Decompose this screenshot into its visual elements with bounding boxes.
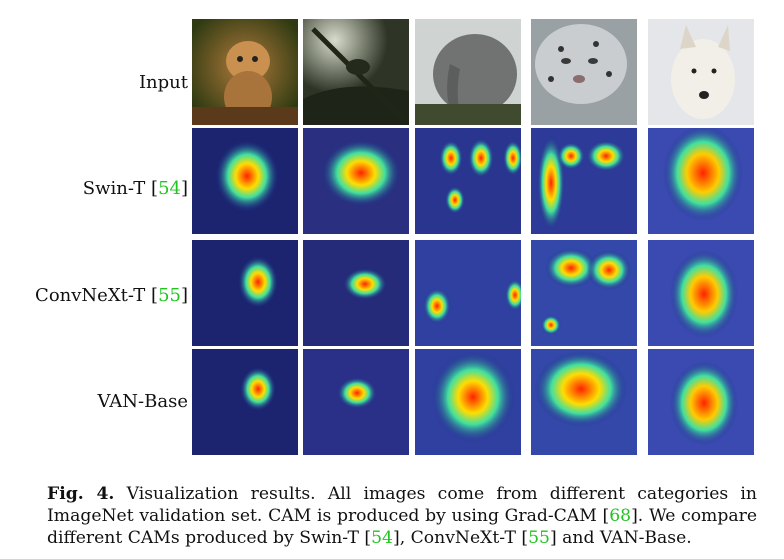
input-image-tree bbox=[303, 19, 409, 125]
input-image-lynx bbox=[192, 19, 298, 125]
cam-van-tree bbox=[303, 349, 409, 455]
cam-swin-tree bbox=[303, 128, 409, 234]
cam-van-wolf bbox=[648, 349, 754, 455]
cam-van-snow-leopard bbox=[531, 349, 637, 455]
cam-swin-snow-leopard bbox=[531, 128, 637, 234]
citation-ref[interactable]: 55 bbox=[528, 528, 550, 548]
figure-grid: Input Swin-T [54] ConvNeXt-T [55] VAN-Ba… bbox=[35, 19, 754, 455]
input-image-wolf bbox=[648, 19, 754, 125]
cam-convnext-lynx bbox=[192, 240, 298, 346]
cam-swin-lynx bbox=[192, 128, 298, 234]
row-label-van: VAN-Base bbox=[98, 391, 188, 412]
caption-text: ], ConvNeXt-T [ bbox=[393, 528, 529, 548]
input-image-elephant bbox=[415, 19, 521, 125]
cam-convnext-wolf bbox=[648, 240, 754, 346]
cam-convnext-tree bbox=[303, 240, 409, 346]
cam-swin-elephant bbox=[415, 128, 521, 234]
cam-van-lynx bbox=[192, 349, 298, 455]
citation-ref[interactable]: 68 bbox=[609, 506, 632, 526]
row-label-input: Input bbox=[139, 72, 188, 93]
row-label-text: ConvNeXt-T [ bbox=[35, 285, 159, 306]
figure-label: Fig. 4. bbox=[47, 484, 115, 504]
row-label-text: VAN-Base bbox=[97, 391, 188, 412]
row-label-swin: Swin-T [54] bbox=[83, 178, 188, 199]
cam-swin-wolf bbox=[648, 128, 754, 234]
caption-text: ]. We compare different CAMs produced by… bbox=[47, 506, 757, 548]
caption-text: ] and VAN-Base. bbox=[549, 528, 692, 548]
cam-convnext-snow-leopard bbox=[531, 240, 637, 346]
citation-ref[interactable]: 54 bbox=[158, 178, 181, 199]
row-label-text: Input bbox=[138, 72, 188, 93]
row-label-convnext: ConvNeXt-T [55] bbox=[35, 285, 188, 306]
cam-van-elephant bbox=[415, 349, 521, 455]
bracket: ] bbox=[180, 285, 188, 306]
cam-convnext-elephant bbox=[415, 240, 521, 346]
citation-ref[interactable]: 54 bbox=[371, 528, 393, 548]
input-image-snow-leopard bbox=[531, 19, 637, 125]
bracket: ] bbox=[180, 178, 188, 199]
caption-text: Visualization results. All images come f… bbox=[47, 484, 757, 526]
row-label-text: Swin-T [ bbox=[82, 178, 159, 199]
citation-ref[interactable]: 55 bbox=[158, 285, 181, 306]
figure-caption: Fig. 4. Visualization results. All image… bbox=[47, 483, 757, 549]
